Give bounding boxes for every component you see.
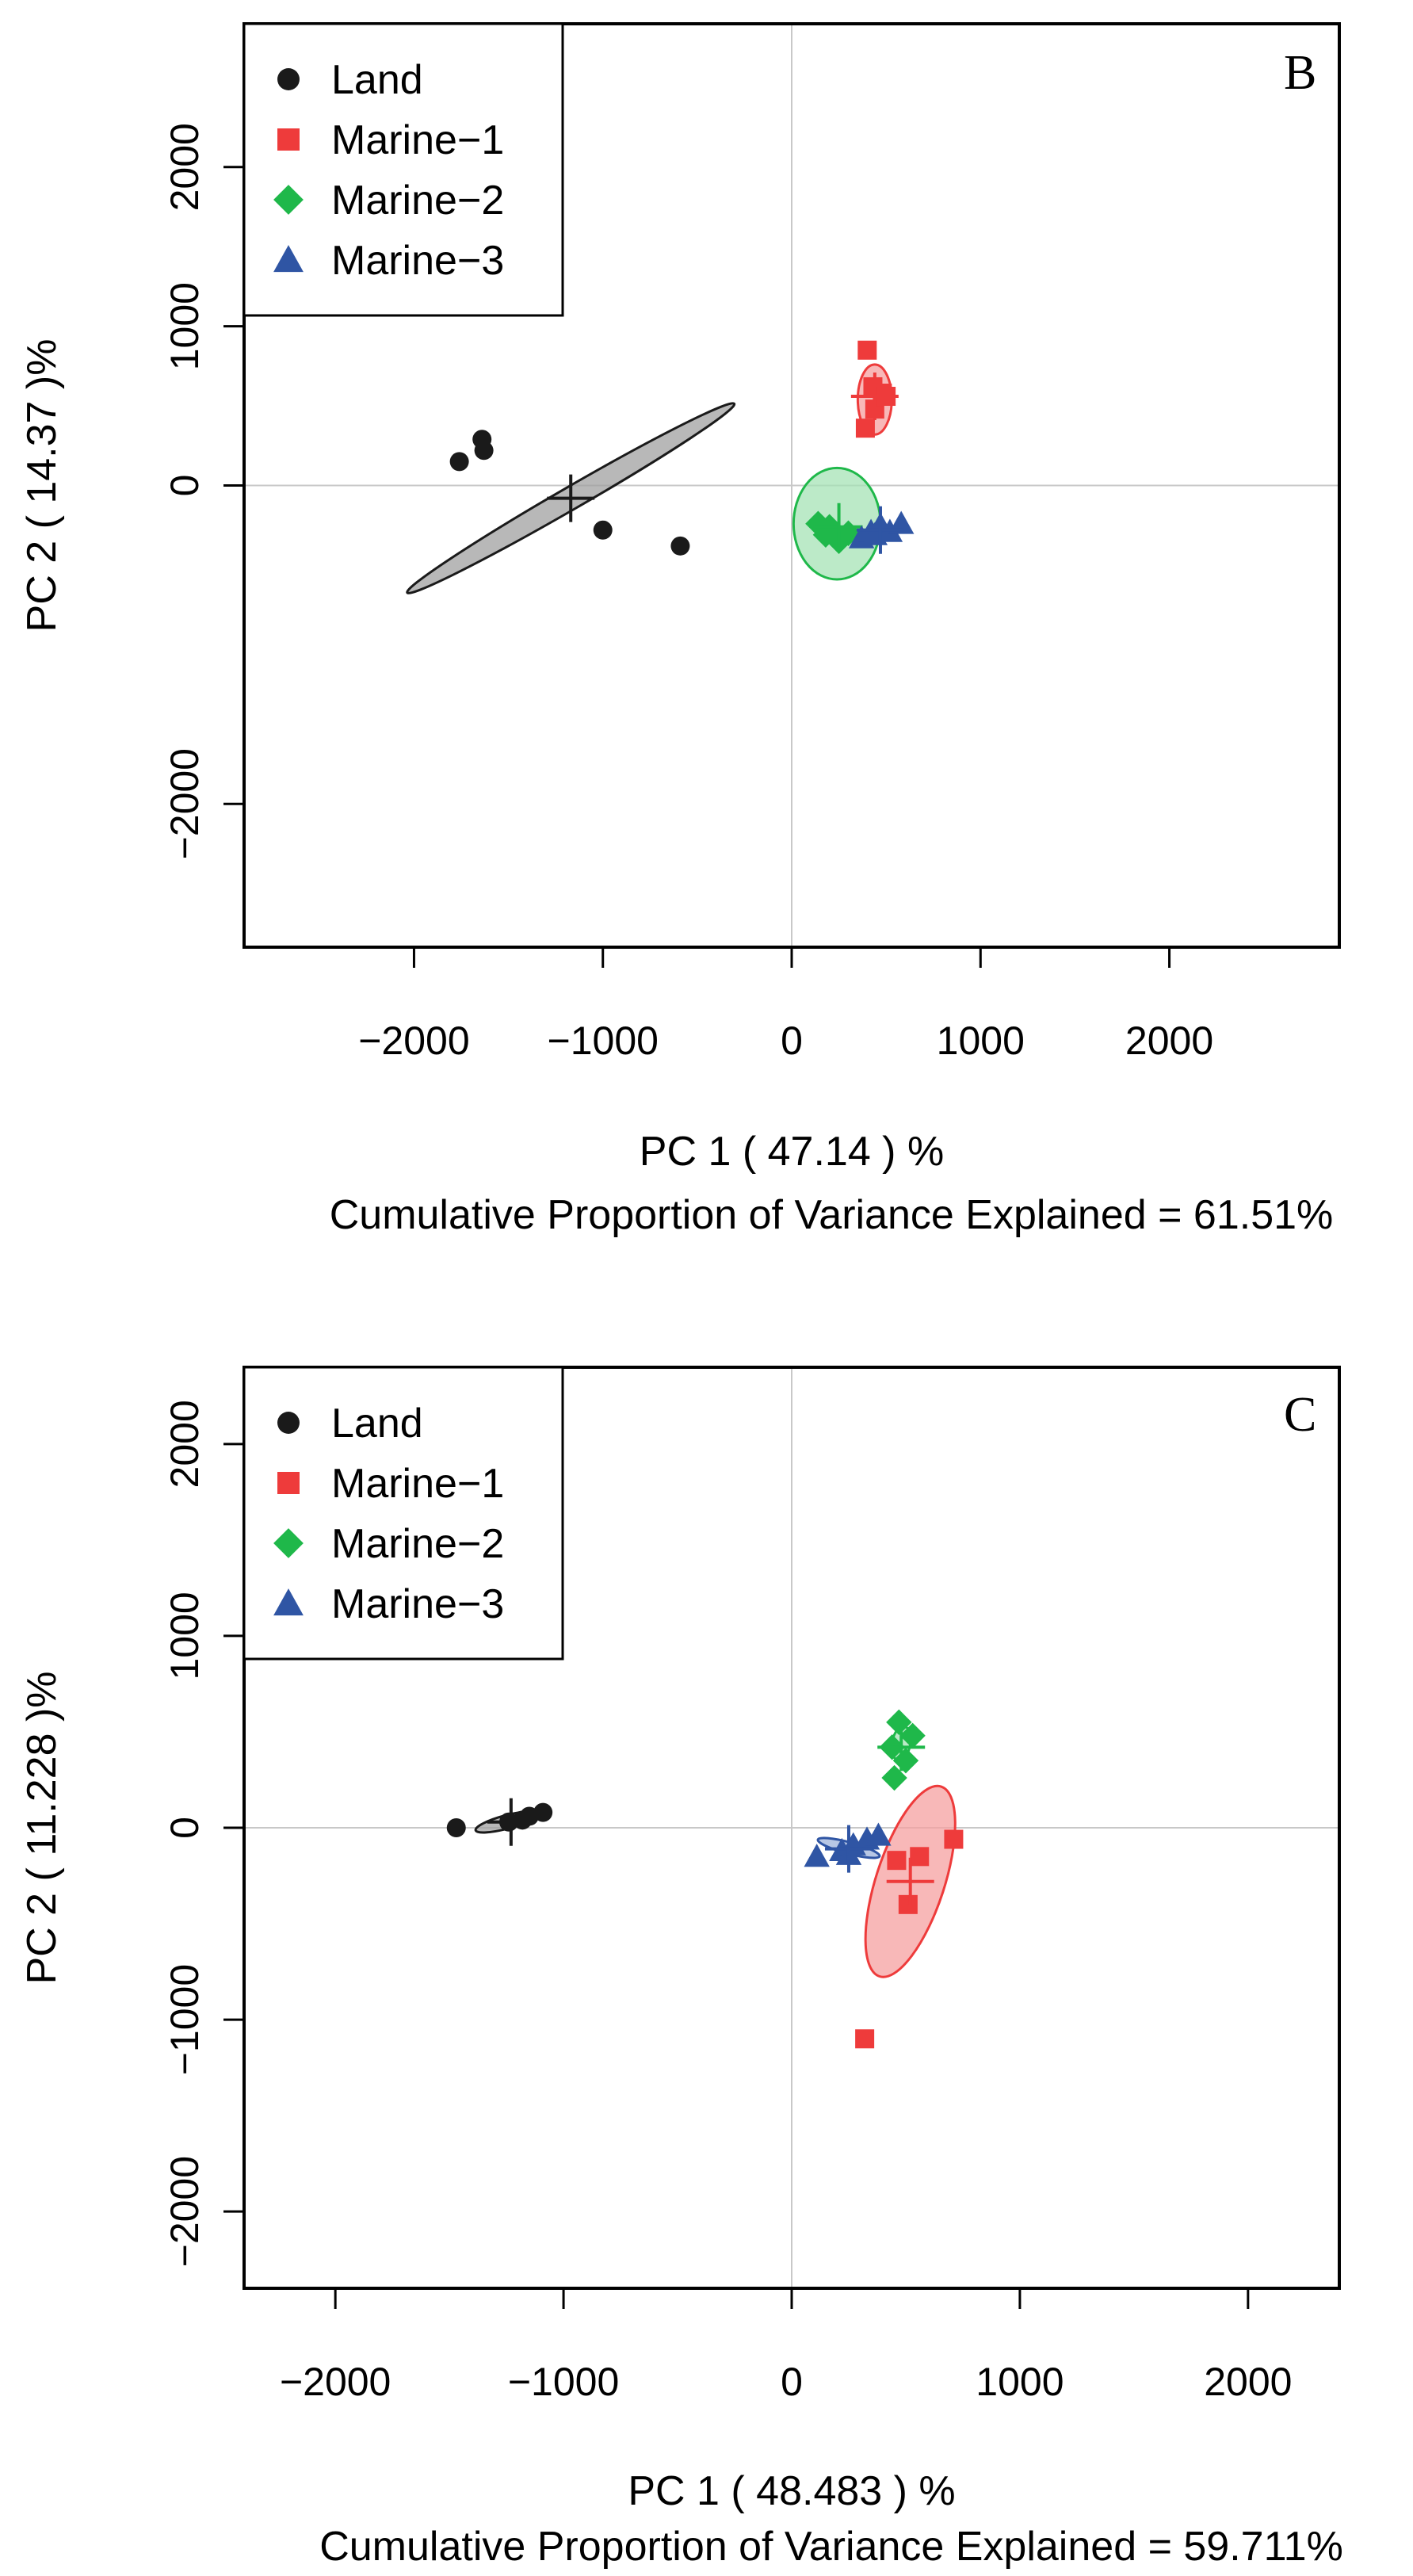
data-point — [804, 1844, 830, 1867]
data-point — [446, 1818, 466, 1837]
data-point — [881, 1764, 907, 1791]
data-point — [944, 1829, 964, 1849]
x-tick-label: 1000 — [976, 2360, 1064, 2404]
series-3-points — [804, 1822, 892, 1873]
x-tick-label: −1000 — [508, 2360, 619, 2404]
legend-label-1: Marine−1 — [331, 1461, 504, 1507]
legend-marker-0 — [277, 68, 300, 90]
y-tick-label: −2000 — [162, 748, 207, 859]
legend-marker-3 — [273, 1588, 304, 1616]
data-point — [670, 536, 690, 556]
legend-label-3: Marine−3 — [331, 238, 504, 284]
data-point — [855, 419, 875, 438]
legend-marker-2 — [273, 185, 304, 215]
data-point — [910, 1847, 930, 1867]
data-point — [449, 452, 469, 472]
y-tick-label: −2000 — [162, 2156, 207, 2267]
y-tick-label: −1000 — [162, 1964, 207, 2075]
series-1-points — [850, 340, 899, 438]
y-tick-label: 1000 — [162, 282, 207, 370]
legend: Land Marine−1 Marine−2 Marine−3 — [243, 1366, 564, 1661]
series-3-points — [848, 506, 915, 554]
legend-label-0: Land — [331, 1401, 423, 1447]
y-axis-label: PC 2 ( 14.37 )% — [19, 339, 65, 633]
data-point — [898, 1894, 918, 1914]
variance-footer: Cumulative Proportion of Variance Explai… — [319, 2524, 1343, 2570]
data-point — [887, 1851, 907, 1871]
x-tick-label: 2000 — [1204, 2360, 1292, 2404]
data-point — [888, 510, 915, 534]
data-point — [855, 2029, 875, 2049]
data-point — [835, 520, 861, 546]
series-0-points — [446, 1798, 553, 1846]
panel-label: B — [1284, 46, 1316, 100]
x-tick-label: 0 — [781, 1019, 803, 1063]
x-tick-label: 0 — [781, 2360, 803, 2404]
legend-label-2: Marine−2 — [331, 1521, 504, 1567]
data-point — [899, 1722, 926, 1749]
series-0-points — [449, 430, 690, 556]
pca-panel-b: B −2000 −1000 0 1000 2000 −2000 0 1000 2000 PC 1 (… — [19, 22, 1341, 1238]
legend-label-1: Marine−1 — [331, 117, 504, 163]
data-point — [533, 1802, 553, 1822]
x-tick-label: 2000 — [1125, 1019, 1213, 1063]
legend-marker-2 — [273, 1528, 304, 1558]
legend: Land Marine−1 Marine−2 Marine−3 — [243, 22, 564, 317]
legend-marker-0 — [277, 1412, 300, 1434]
legend-marker-3 — [273, 245, 304, 273]
x-tick-label: −1000 — [548, 1019, 659, 1063]
data-point — [886, 1709, 912, 1736]
x-tick-label: −2000 — [280, 2360, 391, 2404]
legend-marker-1 — [277, 1472, 300, 1494]
legend-label-3: Marine−3 — [331, 1581, 504, 1627]
y-tick-label: 2000 — [162, 123, 207, 211]
legend-marker-1 — [277, 128, 300, 151]
data-point — [474, 441, 494, 461]
series-2-points — [877, 1709, 926, 1791]
y-tick-label: 0 — [162, 475, 207, 497]
data-point — [892, 1748, 919, 1774]
series-2-points — [805, 503, 863, 555]
y-tick-label: 2000 — [162, 1400, 207, 1488]
data-point — [865, 1822, 892, 1846]
x-axis-label: PC 1 ( 48.483 ) % — [628, 2468, 955, 2514]
pca-panel-c: C −2000 −1000 0 1000 2000 −2000 −1000 0 1000 2000 P… — [19, 1366, 1343, 2570]
legend-label-0: Land — [331, 57, 423, 103]
data-point — [857, 340, 877, 360]
x-axis-label: PC 1 ( 47.14 ) % — [640, 1129, 944, 1175]
variance-footer: Cumulative Proportion of Variance Explai… — [330, 1192, 1334, 1238]
panel-label: C — [1284, 1388, 1316, 1442]
y-tick-label: 1000 — [162, 1592, 207, 1680]
x-tick-label: 1000 — [937, 1019, 1025, 1063]
y-tick-label: 0 — [162, 1817, 207, 1839]
series-1-points — [855, 1829, 964, 2049]
x-tick-label: −2000 — [358, 1019, 469, 1063]
data-point — [593, 520, 613, 540]
y-axis-label: PC 2 ( 11.228 )% — [19, 1671, 65, 1984]
legend-label-2: Marine−2 — [331, 178, 504, 224]
